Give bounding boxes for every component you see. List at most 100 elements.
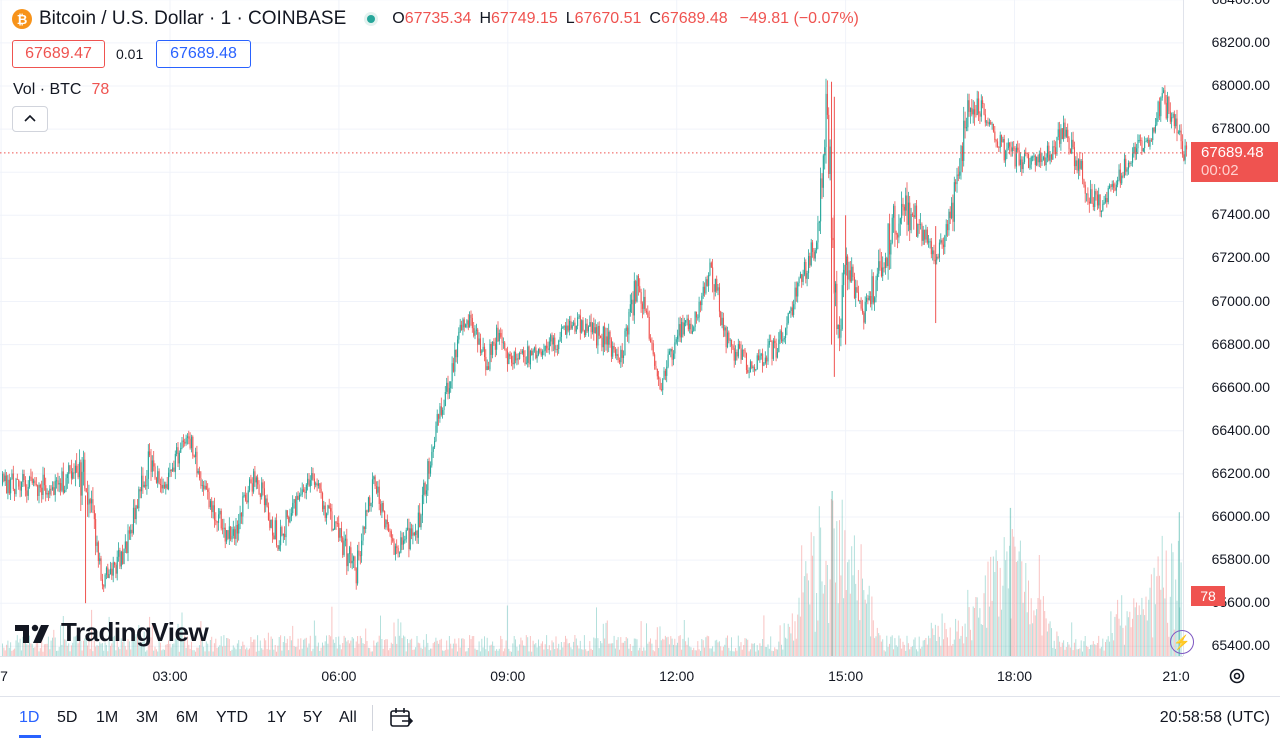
lightning-icon[interactable]: ⚡ (1170, 630, 1194, 654)
volume-bar (205, 641, 207, 656)
candle-body (162, 484, 164, 489)
volume-bar (695, 650, 697, 656)
candle-body (857, 292, 859, 301)
symbol-title[interactable]: Bitcoin / U.S. Dollar · 1 · COINBASE (39, 8, 347, 29)
price-tick-label: 67200.00 (1211, 249, 1270, 266)
candle-body (808, 256, 810, 274)
candle-body (859, 300, 861, 302)
ohlc-close: C67689.48 (649, 10, 728, 27)
candle-body (232, 529, 234, 536)
volume-bar (201, 640, 203, 656)
sell-price-button[interactable]: 67689.47 (12, 40, 105, 68)
candle-body (1176, 118, 1178, 134)
timeframe-6m[interactable]: 6M (176, 709, 199, 726)
settings-gear-icon[interactable] (1227, 666, 1247, 686)
candle-body (1153, 127, 1155, 132)
candle-body (242, 496, 244, 517)
candle-body (1003, 139, 1005, 161)
volume-bar (93, 640, 95, 656)
volume-bar (937, 625, 939, 656)
candle-body (196, 451, 198, 474)
candle-body (956, 174, 958, 185)
volume-bar (799, 616, 801, 656)
volume-bar (92, 651, 94, 656)
volume-bar (926, 644, 928, 656)
candle-body (127, 530, 129, 553)
volume-bar (771, 650, 773, 656)
candle-body (532, 350, 534, 356)
volume-bar (1075, 639, 1077, 656)
candle-body (425, 490, 427, 495)
candle-body (909, 202, 911, 231)
volume-bar (85, 636, 87, 656)
candle-body (1115, 184, 1117, 191)
volume-bar (1055, 648, 1056, 656)
candle-body (821, 178, 823, 188)
candle-body (451, 363, 453, 382)
candle-body (1160, 97, 1162, 117)
candle-body (37, 485, 39, 496)
volume-bar (15, 640, 17, 656)
timeframe-3m[interactable]: 3M (136, 709, 159, 726)
volume-bar (567, 643, 569, 656)
candle-body (538, 348, 540, 355)
timeframe-1y[interactable]: 1Y (267, 709, 287, 726)
candle-body (357, 550, 359, 584)
buy-price-button[interactable]: 67689.48 (156, 40, 251, 68)
candle-body (862, 308, 864, 313)
volume-bar (266, 649, 268, 656)
candle-body (1172, 113, 1174, 118)
collapse-legend-button[interactable] (12, 106, 48, 132)
candle-body (647, 312, 649, 317)
candle-body (536, 354, 538, 359)
volume-bar (27, 644, 29, 656)
timeframe-1m[interactable]: 1M (96, 709, 119, 726)
volume-bar (361, 638, 363, 656)
volume-bar (624, 641, 626, 656)
volume-bar (628, 648, 630, 656)
candle-body (667, 354, 669, 367)
candle-body (613, 346, 615, 350)
candle-body (1055, 147, 1057, 155)
candle-body (531, 351, 533, 356)
utc-clock[interactable]: 20:58:58 (UTC) (1159, 709, 1270, 726)
candle-body (222, 528, 224, 530)
volume-bar (616, 639, 618, 656)
candle-body (307, 478, 309, 485)
volume-bar (26, 644, 28, 656)
candle-body (984, 114, 986, 123)
volume-legend[interactable]: Vol · BTC 78 (13, 81, 109, 99)
volume-bar (158, 636, 160, 656)
timeframe-1d[interactable]: 1D (19, 709, 40, 726)
volume-bar (976, 597, 978, 656)
candle-body (822, 155, 824, 188)
candle-body (1121, 175, 1123, 184)
volume-bar (751, 643, 753, 656)
timeframe-5y[interactable]: 5Y (303, 709, 323, 726)
volume-bar (377, 641, 379, 656)
volume-bar (737, 635, 739, 656)
timeframe-ytd[interactable]: YTD (216, 709, 248, 726)
candle-body (22, 474, 24, 482)
volume-bar (461, 638, 462, 656)
candle-body (911, 214, 913, 216)
candle-body (358, 550, 360, 556)
candle-body (860, 300, 862, 309)
calendar-range-icon[interactable] (388, 706, 414, 730)
candle-body (776, 352, 778, 358)
candle-body (1090, 189, 1092, 204)
candle-body (1044, 157, 1046, 166)
timeframe-all[interactable]: All (339, 709, 357, 726)
candle-body (938, 242, 940, 258)
volume-bar (153, 650, 155, 656)
symbol-legend[interactable]: ₿ Bitcoin / U.S. Dollar · 1 · COINBASE O… (12, 8, 859, 30)
candle-body (897, 234, 899, 238)
timeframe-5d[interactable]: 5D (57, 709, 78, 726)
volume-bar (770, 636, 772, 656)
candle-body (430, 465, 432, 474)
volume-bar (620, 637, 622, 656)
tradingview-logo[interactable]: TradingView (15, 617, 209, 648)
candle-body (66, 474, 68, 479)
candle-body (33, 480, 35, 483)
